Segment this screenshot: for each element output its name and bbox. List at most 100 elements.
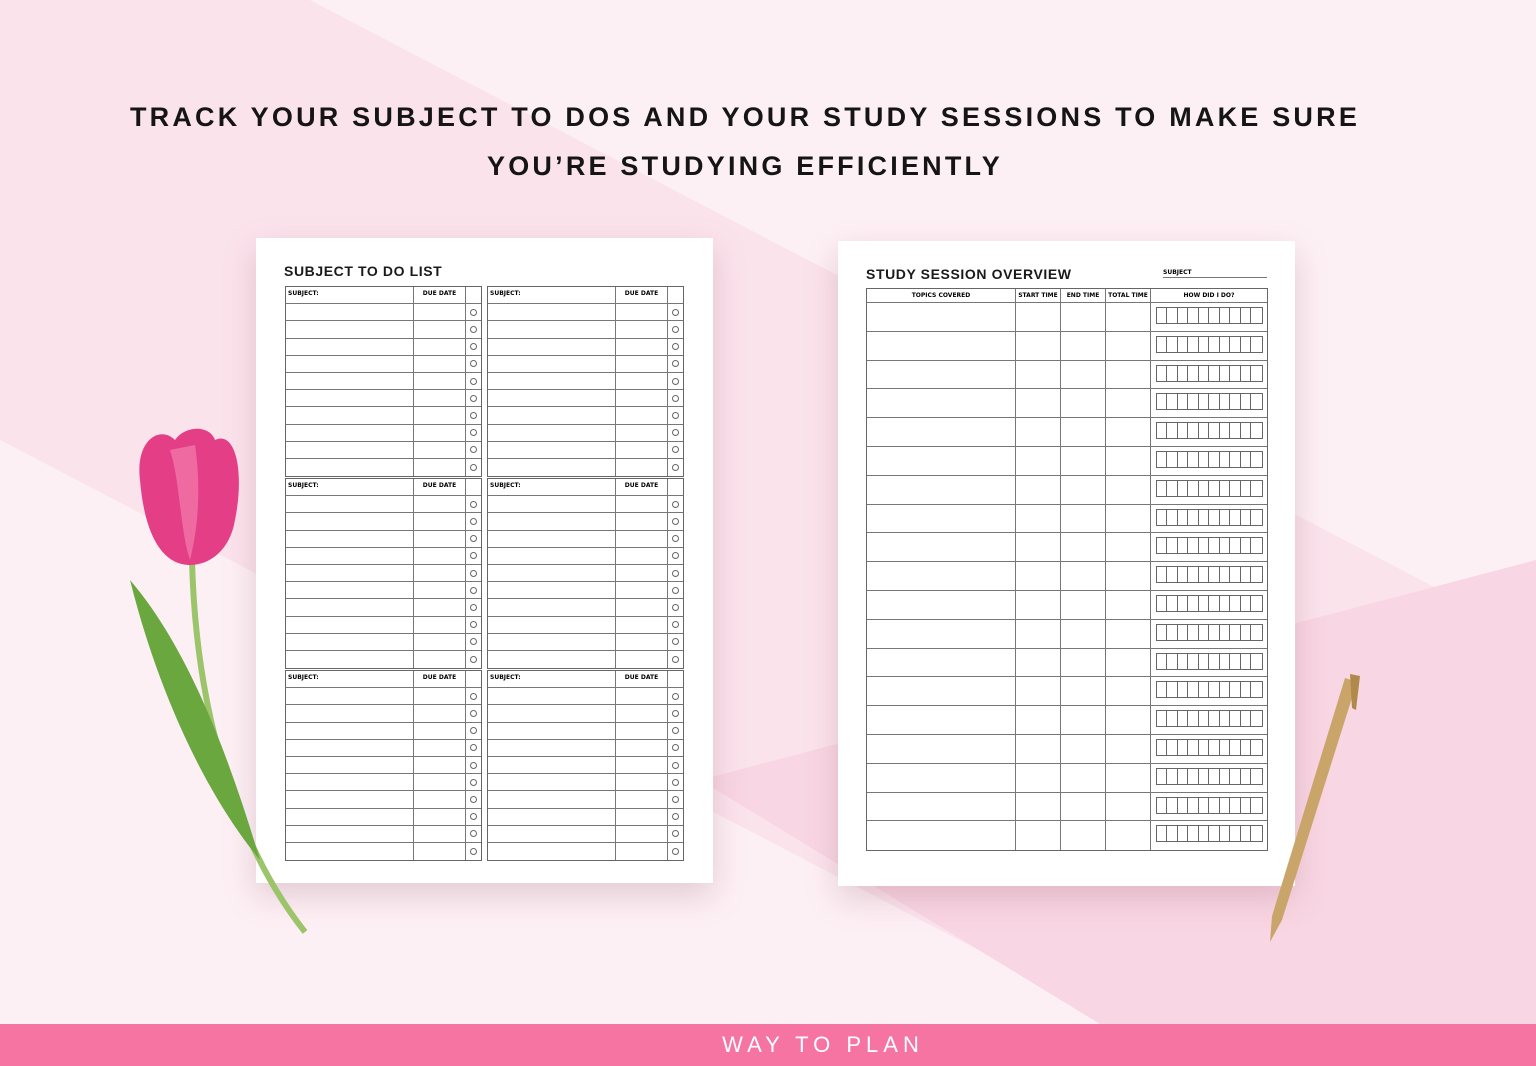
rating-box[interactable] bbox=[1230, 567, 1241, 583]
rating-box[interactable] bbox=[1199, 826, 1209, 842]
rating-box[interactable] bbox=[1251, 481, 1262, 496]
rating-box[interactable] bbox=[1230, 653, 1241, 669]
rating-box[interactable] bbox=[1199, 739, 1209, 755]
rating-box[interactable] bbox=[1178, 451, 1188, 467]
rating-box[interactable] bbox=[1157, 567, 1167, 583]
checkbox-circle-icon[interactable] bbox=[470, 795, 477, 803]
rating-box[interactable] bbox=[1167, 682, 1178, 698]
checkbox-circle-icon[interactable] bbox=[470, 377, 477, 385]
rating-box[interactable] bbox=[1199, 509, 1209, 525]
rating-box[interactable] bbox=[1199, 480, 1209, 496]
rating-box[interactable] bbox=[1209, 739, 1220, 755]
checkbox-circle-icon[interactable] bbox=[672, 847, 679, 855]
rating-box[interactable] bbox=[1230, 595, 1241, 611]
rating-box[interactable] bbox=[1251, 596, 1262, 611]
rating-box[interactable] bbox=[1199, 624, 1209, 640]
rating-box[interactable] bbox=[1178, 394, 1188, 410]
rating-box[interactable] bbox=[1167, 739, 1178, 755]
rating-box[interactable] bbox=[1188, 365, 1199, 381]
rating-box[interactable] bbox=[1188, 567, 1199, 583]
rating-box[interactable] bbox=[1167, 308, 1178, 323]
rating-box[interactable] bbox=[1220, 336, 1230, 352]
rating-box[interactable] bbox=[1188, 682, 1199, 698]
rating-box[interactable] bbox=[1178, 509, 1188, 525]
rating-box[interactable] bbox=[1188, 336, 1199, 352]
rating-box[interactable] bbox=[1167, 768, 1178, 784]
rating-box[interactable] bbox=[1251, 366, 1262, 381]
rating-box[interactable] bbox=[1188, 394, 1199, 410]
rating-box[interactable] bbox=[1241, 567, 1251, 583]
rating-box[interactable] bbox=[1199, 423, 1209, 439]
rating-box[interactable] bbox=[1157, 595, 1167, 611]
rating-box[interactable] bbox=[1230, 826, 1241, 842]
rating-box[interactable] bbox=[1199, 336, 1209, 352]
rating-box[interactable] bbox=[1230, 682, 1241, 698]
rating-box[interactable] bbox=[1178, 768, 1188, 784]
rating-box[interactable] bbox=[1230, 394, 1241, 410]
rating-box[interactable] bbox=[1209, 682, 1220, 698]
checkbox-circle-icon[interactable] bbox=[470, 500, 477, 508]
rating-box[interactable] bbox=[1241, 394, 1251, 410]
rating-box[interactable] bbox=[1209, 336, 1220, 352]
rating-box[interactable] bbox=[1199, 567, 1209, 583]
rating-box[interactable] bbox=[1220, 768, 1230, 784]
rating-box[interactable] bbox=[1178, 711, 1188, 727]
rating-box[interactable] bbox=[1209, 595, 1220, 611]
rating-box[interactable] bbox=[1241, 739, 1251, 755]
rating-box[interactable] bbox=[1251, 567, 1262, 582]
rating-box[interactable] bbox=[1178, 336, 1188, 352]
rating-box[interactable] bbox=[1220, 308, 1230, 323]
rating-box[interactable] bbox=[1167, 797, 1178, 813]
rating-box[interactable] bbox=[1178, 653, 1188, 669]
rating-box[interactable] bbox=[1209, 423, 1220, 439]
rating-box[interactable] bbox=[1188, 480, 1199, 496]
checkbox-circle-icon[interactable] bbox=[470, 308, 477, 316]
checkbox-circle-icon[interactable] bbox=[470, 411, 477, 419]
rating-box[interactable] bbox=[1157, 423, 1167, 439]
rating-box[interactable] bbox=[1157, 682, 1167, 698]
checkbox-circle-icon[interactable] bbox=[672, 655, 679, 663]
rating-box[interactable] bbox=[1230, 768, 1241, 784]
rating-box[interactable] bbox=[1188, 797, 1199, 813]
checkbox-circle-icon[interactable] bbox=[470, 847, 477, 855]
checkbox-circle-icon[interactable] bbox=[470, 343, 477, 351]
checkbox-circle-icon[interactable] bbox=[470, 446, 477, 454]
rating-box[interactable] bbox=[1188, 624, 1199, 640]
rating-box[interactable] bbox=[1209, 797, 1220, 813]
rating-box[interactable] bbox=[1209, 394, 1220, 410]
rating-box[interactable] bbox=[1241, 682, 1251, 698]
checkbox-circle-icon[interactable] bbox=[672, 517, 679, 525]
rating-box[interactable] bbox=[1251, 452, 1262, 467]
rating-box[interactable] bbox=[1230, 365, 1241, 381]
checkbox-circle-icon[interactable] bbox=[672, 411, 679, 419]
rating-box[interactable] bbox=[1251, 337, 1262, 352]
rating-box[interactable] bbox=[1157, 394, 1167, 410]
rating-box[interactable] bbox=[1251, 625, 1262, 640]
rating-box[interactable] bbox=[1178, 538, 1188, 554]
rating-box[interactable] bbox=[1178, 567, 1188, 583]
checkbox-circle-icon[interactable] bbox=[672, 360, 679, 368]
rating-box[interactable] bbox=[1199, 768, 1209, 784]
checkbox-circle-icon[interactable] bbox=[470, 569, 477, 577]
checkbox-circle-icon[interactable] bbox=[672, 325, 679, 333]
rating-box[interactable] bbox=[1251, 538, 1262, 553]
checkbox-circle-icon[interactable] bbox=[470, 830, 477, 838]
rating-box[interactable] bbox=[1178, 797, 1188, 813]
rating-box[interactable] bbox=[1157, 509, 1167, 525]
rating-box[interactable] bbox=[1230, 451, 1241, 467]
checkbox-circle-icon[interactable] bbox=[470, 535, 477, 543]
rating-box[interactable] bbox=[1188, 538, 1199, 554]
rating-box[interactable] bbox=[1199, 653, 1209, 669]
rating-box[interactable] bbox=[1241, 480, 1251, 496]
checkbox-circle-icon[interactable] bbox=[470, 603, 477, 611]
rating-box[interactable] bbox=[1251, 423, 1262, 438]
checkbox-circle-icon[interactable] bbox=[672, 552, 679, 560]
rating-box[interactable] bbox=[1167, 538, 1178, 554]
rating-box[interactable] bbox=[1178, 423, 1188, 439]
checkbox-circle-icon[interactable] bbox=[672, 394, 679, 402]
rating-box[interactable] bbox=[1157, 365, 1167, 381]
rating-box[interactable] bbox=[1241, 826, 1251, 842]
rating-box[interactable] bbox=[1241, 624, 1251, 640]
rating-box[interactable] bbox=[1209, 653, 1220, 669]
rating-box[interactable] bbox=[1157, 653, 1167, 669]
